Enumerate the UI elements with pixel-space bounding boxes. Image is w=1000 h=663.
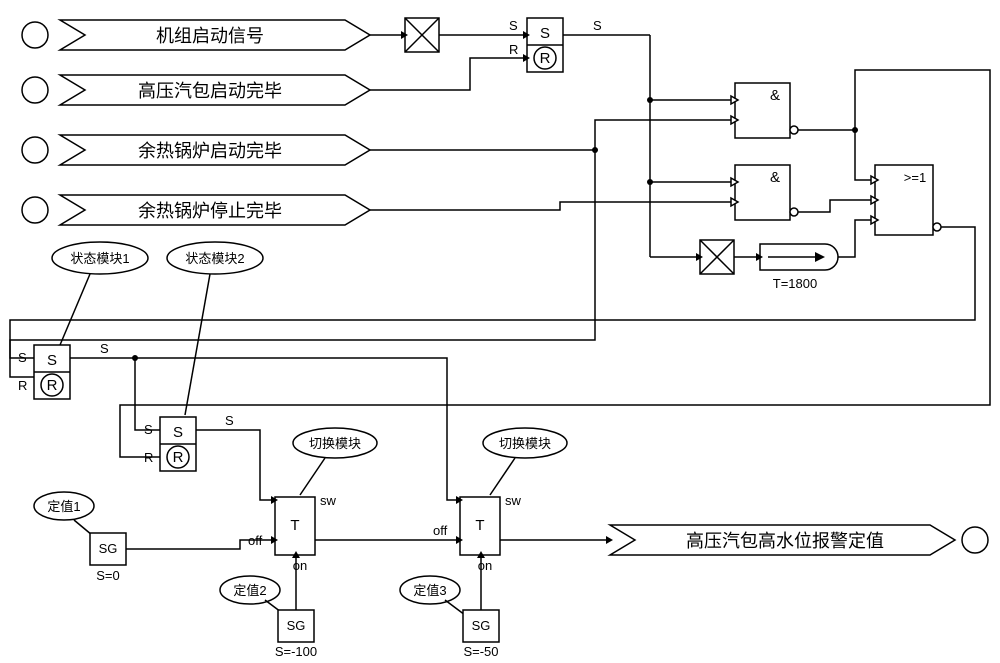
input-sig3-label: 余热锅炉启动完毕	[138, 141, 282, 161]
sr3-r: R	[173, 449, 184, 466]
switch-block-2: T sw on	[460, 493, 522, 573]
callout-switch2: 切换模块	[483, 428, 567, 495]
sw2-on: on	[478, 558, 492, 573]
sg1-callout: 定值1	[47, 499, 80, 514]
wire-label-r1: R	[509, 42, 518, 57]
timer-label: T=1800	[773, 276, 817, 291]
callout-state2: 状态模块2	[167, 242, 263, 415]
callout-state1: 状态模块1	[52, 242, 148, 345]
input-sig3: 余热锅炉启动完毕	[22, 135, 370, 165]
sg3-val: S=-50	[463, 644, 498, 659]
sw2-t: T	[475, 517, 484, 534]
callout-switch1: 切换模块	[293, 428, 377, 495]
sg-block-1: 定值1 SG S=0	[34, 492, 126, 583]
sg1-label: SG	[99, 541, 118, 556]
switch-block-1: T sw off on	[248, 493, 337, 573]
not-block-top	[405, 18, 439, 52]
sr1-s: S	[540, 25, 550, 42]
sg2-val: S=-100	[275, 644, 317, 659]
sr-latch-3: S R	[160, 417, 196, 471]
input-sig1-label: 机组启动信号	[156, 26, 264, 46]
sr2-s-port: S	[18, 350, 27, 365]
sr1-r: R	[540, 50, 551, 67]
input-sig4-label: 余热锅炉停止完毕	[138, 201, 282, 221]
sg3-callout: 定值3	[413, 583, 446, 598]
input-sig2: 高压汽包启动完毕	[22, 75, 370, 105]
sw2-sw: sw	[505, 493, 522, 508]
input-sig4: 余热锅炉停止完毕	[22, 195, 370, 225]
sw1-on: on	[293, 558, 307, 573]
callout-state2-label: 状态模块2	[185, 251, 244, 266]
callout-switch1-label: 切换模块	[309, 436, 361, 451]
sr-latch-1: S R	[527, 18, 563, 72]
wire-label-s-out1: S	[593, 18, 602, 33]
output-label: 高压汽包高水位报警定值	[686, 531, 884, 551]
sr2-r-port: R	[18, 378, 27, 393]
sr3-out-s: S	[225, 413, 234, 428]
sg2-callout: 定值2	[233, 583, 266, 598]
sr2-s: S	[47, 352, 57, 369]
sr3-s-port: S	[144, 422, 153, 437]
sr2-r: R	[47, 377, 58, 394]
sr2-out-s: S	[100, 341, 109, 356]
input-sig2-label: 高压汽包启动完毕	[138, 81, 282, 101]
output-tag: 高压汽包高水位报警定值	[610, 525, 988, 555]
timer-block: T=1800	[760, 244, 838, 291]
sg3-label: SG	[472, 618, 491, 633]
sw1-sw: sw	[320, 493, 337, 508]
and1-label: &	[770, 87, 780, 104]
sg-block-3: 定值3 SG S=-50	[400, 576, 499, 659]
and2-label: &	[770, 169, 780, 186]
sg-block-2: 定值2 SG S=-100	[220, 576, 317, 659]
diagram-canvas: 机组启动信号 高压汽包启动完毕 余热锅炉启动完毕 余热锅炉停止完毕 S S R	[0, 0, 1000, 663]
wire-label-s1: S	[509, 18, 518, 33]
input-sig1: 机组启动信号	[22, 20, 370, 50]
callout-state1-label: 状态模块1	[70, 251, 129, 266]
sr-latch-2: S R	[34, 345, 70, 399]
sr3-s: S	[173, 424, 183, 441]
or-label: >=1	[904, 170, 926, 185]
sw1-t: T	[290, 517, 299, 534]
sg2-label: SG	[287, 618, 306, 633]
or-block: >=1	[875, 165, 941, 235]
sg1-val: S=0	[96, 568, 120, 583]
not-block-lower	[700, 240, 734, 274]
callout-switch2-label: 切换模块	[499, 436, 551, 451]
and-block-2: &	[735, 165, 798, 220]
and-block-1: &	[735, 83, 798, 138]
sw2-off-lbl: off	[433, 523, 448, 538]
